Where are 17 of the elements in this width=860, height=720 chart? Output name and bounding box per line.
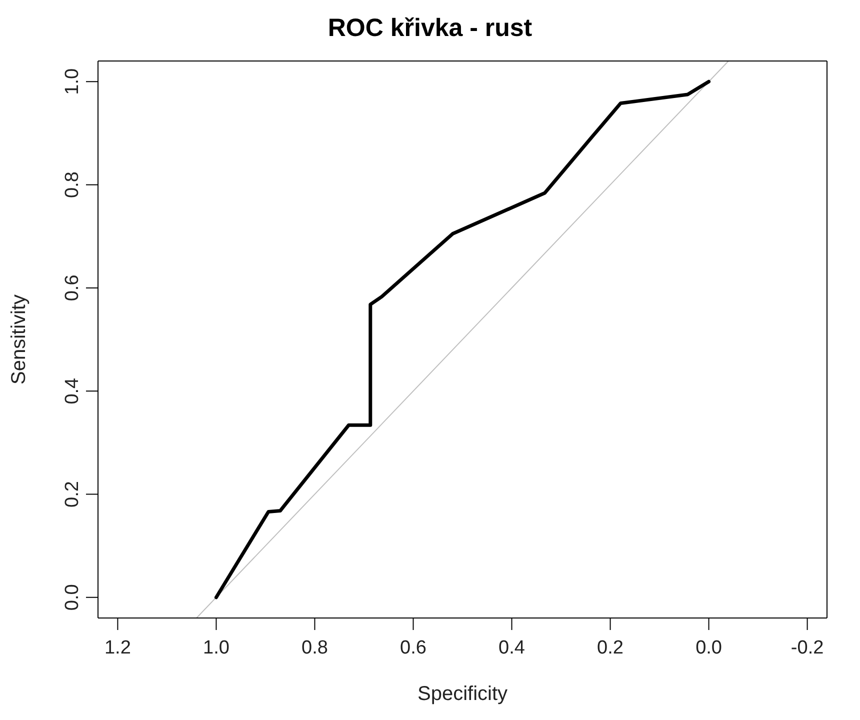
chart-title: ROC křivka - rust xyxy=(326,13,534,44)
x-tick-label: 0.4 xyxy=(498,637,526,658)
x-tick-label: 0.8 xyxy=(302,637,328,658)
x-tick-label: 0.6 xyxy=(400,637,426,658)
x-tick-label: 0.0 xyxy=(696,637,722,658)
y-tick-label: 0.2 xyxy=(62,481,83,508)
x-tick-label: -0.2 xyxy=(790,637,824,658)
y-tick-label: 0.4 xyxy=(62,377,83,404)
y-tick-label: 0.8 xyxy=(62,172,83,198)
x-tick-label: 0.2 xyxy=(597,637,624,658)
x-tick-label: 1.0 xyxy=(203,637,230,658)
y-tick-label: 0.6 xyxy=(62,274,83,302)
y-axis-title: Sensitivity xyxy=(8,294,30,385)
x-tick-label: 1.2 xyxy=(104,637,131,658)
x-axis-title: Specificity xyxy=(417,683,508,705)
y-tick-label: 1.0 xyxy=(62,68,83,95)
y-tick-label: 0.0 xyxy=(62,584,83,611)
